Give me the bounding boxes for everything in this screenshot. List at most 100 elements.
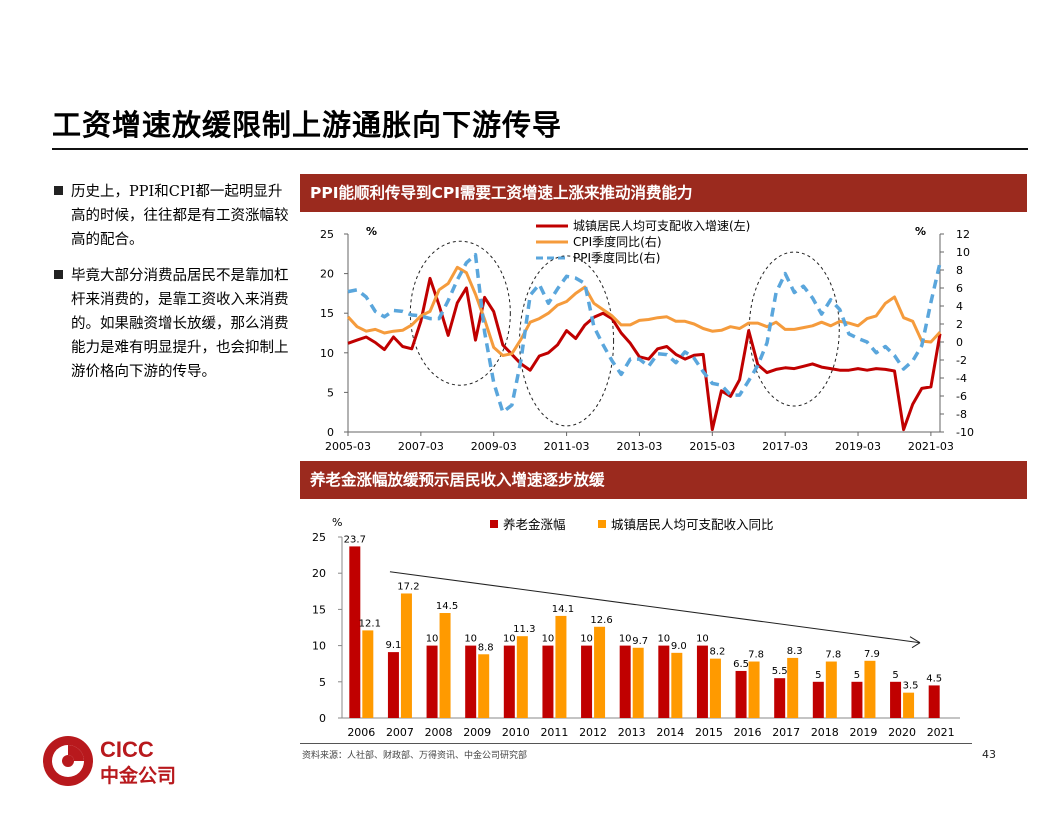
x-tick-label: 2017-03: [762, 440, 808, 453]
x-tick-label: 2021: [927, 726, 955, 739]
data-label: 5: [815, 670, 821, 681]
data-label: 10: [503, 634, 516, 645]
bar-pension: [696, 645, 708, 718]
x-tick-label: 2007: [386, 726, 414, 739]
x-tick-label: 2007-03: [398, 440, 444, 453]
x-tick-label: 2015: [695, 726, 723, 739]
bar-income: [555, 615, 567, 718]
title-divider: [52, 148, 1028, 150]
chart1-container: 0 5 10 15 20 25 -10 -8 -6 -4 -2 0 2 4 6 8 10 12 2005-03 200…: [300, 212, 1027, 460]
data-label: 9.1: [385, 640, 401, 651]
x-tick-label: 2010: [502, 726, 530, 739]
bullet-list: 历史上，PPI和CPI都一起明显升高的时候，往往都是有工资涨幅较高的配合。 毕竟…: [52, 180, 292, 396]
data-label: 17.2: [397, 581, 419, 592]
bar-pension: [465, 645, 477, 718]
right-tick-label: -10: [956, 426, 974, 439]
highlight-ellipse: [519, 255, 615, 427]
bar-pension: [542, 645, 554, 718]
right-tick-label: -4: [956, 372, 967, 385]
page-title: 工资增速放缓限制上游通胀向下游传导: [52, 108, 563, 142]
y-tick-label: 10: [312, 640, 326, 653]
x-tick-label: 2009: [463, 726, 491, 739]
chart1-title-banner: PPI能顺利传导到CPI需要工资增速上涨来推动消费能力: [300, 174, 1027, 212]
x-tick-label: 2014: [656, 726, 684, 739]
bullet-text: 毕竟大部分消费品居民不是靠加杠杆来消费的，是靠工资收入来消费的。如果融资增长放缓…: [71, 268, 289, 380]
series-line-3: [347, 252, 942, 414]
bar-pension: [658, 645, 670, 718]
right-unit-label: %: [915, 225, 926, 238]
x-tick-label: 2009-03: [471, 440, 517, 453]
legend-label: 养老金涨幅: [503, 517, 566, 532]
chart2-title-banner: 养老金涨幅放缓预示居民收入增速逐步放缓: [300, 461, 1027, 499]
x-tick-label: 2017: [772, 726, 800, 739]
right-tick-label: 10: [956, 246, 970, 259]
data-label: 10: [426, 634, 439, 645]
bar-pension: [503, 645, 515, 718]
data-label: 10: [542, 634, 555, 645]
data-label: 12.1: [359, 618, 381, 629]
cicc-logo: CICC 中金公司: [42, 733, 202, 789]
legend-label: PPI季度同比(右): [573, 250, 660, 265]
right-tick-label: 12: [956, 228, 970, 241]
right-tick-label: 6: [956, 282, 963, 295]
bullet-item: 毕竟大部分消费品居民不是靠加杠杆来消费的，是靠工资收入来消费的。如果融资增长放缓…: [52, 264, 292, 384]
bar-income: [439, 613, 451, 718]
left-tick-label: 5: [327, 386, 334, 399]
bar-pension: [812, 681, 824, 718]
bar-pension: [890, 681, 902, 718]
x-tick-label: 2021-03: [908, 440, 954, 453]
bar-income: [748, 661, 760, 718]
y-tick-label: 15: [312, 603, 326, 616]
bar-chart: 0 5 10 15 20 25% 2006 23.7 12.1 2007 9.1 17.2 2008 10…: [312, 516, 960, 739]
right-tick-label: 0: [956, 336, 963, 349]
legend-label: CPI季度同比(右): [573, 234, 662, 249]
data-label: 9.7: [632, 636, 648, 647]
data-label: 10: [619, 634, 632, 645]
bar-income: [671, 652, 683, 718]
source-note: 资料来源：人社部、财政部、万得资讯、中金公司研究部: [302, 751, 528, 761]
data-label: 3.5: [903, 681, 919, 692]
data-label: 5: [854, 670, 860, 681]
data-label: 8.2: [709, 647, 725, 658]
logo-text-bottom: 中金公司: [100, 764, 176, 787]
bar-pension: [851, 681, 863, 718]
series-line-1: [347, 276, 942, 432]
data-label: 11.3: [513, 624, 535, 635]
right-tick-label: 8: [956, 264, 963, 277]
bar-income: [903, 692, 915, 718]
bar-pension: [774, 678, 786, 718]
left-tick-label: 20: [320, 268, 334, 281]
bar-income: [787, 657, 799, 718]
y-tick-label: 0: [319, 712, 326, 725]
bar-income: [516, 636, 528, 718]
bar-income: [825, 661, 837, 718]
data-label: 10: [580, 634, 593, 645]
data-label: 12.6: [590, 615, 612, 626]
left-tick-label: 0: [327, 426, 334, 439]
x-tick-label: 2020: [888, 726, 916, 739]
data-label: 14.1: [552, 604, 574, 615]
y-tick-label: 5: [319, 676, 326, 689]
right-tick-label: 4: [956, 300, 963, 313]
bullet-text: 历史上，PPI和CPI都一起明显升高的时候，往往都是有工资涨幅较高的配合。: [71, 184, 289, 248]
data-label: 10: [696, 634, 709, 645]
data-label: 14.5: [436, 601, 458, 612]
data-label: 4.5: [926, 673, 942, 684]
data-label: 7.9: [864, 649, 880, 660]
legend-label: 城镇居民人均可支配收入同比: [611, 517, 774, 532]
data-label: 7.8: [825, 650, 841, 661]
data-label: 6.5: [733, 659, 749, 670]
series-line-2: [346, 265, 942, 357]
bar-pension: [387, 652, 399, 718]
legend-swatch: [598, 520, 606, 528]
x-tick-label: 2019-03: [835, 440, 881, 453]
highlight-ellipse: [748, 251, 840, 407]
line-chart: 0 5 10 15 20 25 -10 -8 -6 -4 -2 0 2 4 6 8 10 12 2005-03 200…: [320, 218, 974, 453]
bar-income: [864, 660, 876, 718]
bar-income: [709, 658, 721, 718]
bullet-square-icon: [54, 270, 63, 279]
chart2-container: 0 5 10 15 20 25% 2006 23.7 12.1 2007 9.1 17.2 2008 10…: [300, 510, 1027, 742]
left-unit-label: %: [366, 225, 377, 238]
page-number: 43: [982, 748, 996, 761]
data-label: 23.7: [344, 534, 366, 545]
